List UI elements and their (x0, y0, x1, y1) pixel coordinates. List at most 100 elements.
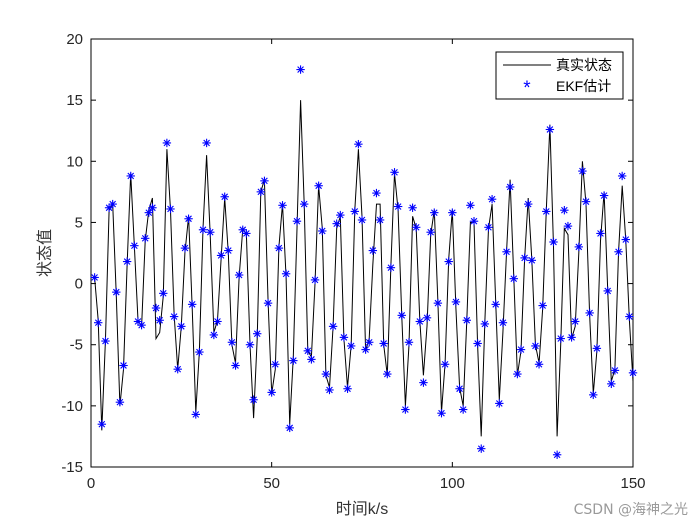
ekf-marker (386, 263, 396, 272)
ekf-marker (509, 274, 518, 283)
ekf-marker (303, 346, 312, 356)
ekf-marker (617, 171, 627, 181)
ekf-marker (375, 215, 385, 225)
ekf-marker (419, 378, 428, 387)
x-tick-label: 150 (620, 475, 645, 492)
ekf-marker (469, 217, 479, 226)
legend-label-true-state: 真实状态 (556, 57, 612, 73)
ekf-marker (274, 243, 284, 253)
ekf-marker (328, 322, 338, 331)
ekf-marker (448, 208, 457, 217)
ekf-marker (433, 298, 443, 308)
ekf-marker (372, 188, 381, 198)
ekf-marker (487, 194, 497, 204)
ekf-marker (137, 320, 146, 330)
ekf-marker (224, 246, 233, 255)
series-line-true-state (94, 100, 634, 437)
ekf-marker (426, 228, 435, 237)
ekf-marker (505, 182, 515, 192)
ekf-marker (354, 139, 363, 149)
ekf-marker (552, 450, 562, 459)
x-tick-label: 0 (87, 475, 95, 492)
ekf-marker (581, 197, 591, 206)
x-axis-label: 时间k/s (336, 500, 388, 518)
ekf-marker (412, 223, 421, 232)
ekf-marker (585, 308, 594, 318)
ekf-marker (473, 339, 482, 348)
ekf-marker (614, 247, 623, 256)
ekf-marker (383, 369, 392, 379)
ekf-marker (527, 256, 537, 265)
ekf-marker (166, 204, 175, 214)
ekf-marker (592, 344, 602, 353)
ekf-marker (603, 286, 612, 296)
ekf-marker (422, 313, 432, 323)
ekf-marker (162, 138, 172, 148)
ekf-marker (180, 243, 190, 253)
ekf-marker (625, 312, 634, 321)
ekf-marker (108, 199, 117, 209)
ekf-marker (191, 410, 200, 419)
ekf-marker (415, 317, 425, 326)
ekf-marker (159, 289, 168, 298)
ekf-marker (549, 237, 558, 247)
ekf-marker (574, 242, 583, 252)
ekf-marker (253, 329, 262, 338)
ekf-marker (325, 385, 334, 395)
ekf-marker (628, 368, 638, 378)
ekf-marker (310, 275, 320, 285)
ekf-marker (455, 384, 464, 393)
ekf-marker (187, 300, 197, 309)
ekf-marker (227, 338, 237, 347)
ekf-marker (578, 166, 587, 176)
ekf-marker (267, 388, 276, 397)
ekf-marker (289, 356, 298, 365)
ekf-marker (365, 338, 374, 347)
x-tick-label: 100 (440, 475, 465, 492)
ekf-marker (599, 191, 609, 200)
ekf-marker (202, 138, 211, 148)
ekf-marker (524, 199, 533, 209)
ekf-marker (292, 217, 302, 226)
ekf-marker (440, 360, 450, 369)
ekf-marker (560, 206, 569, 215)
ekf-marker (491, 300, 500, 309)
ekf-marker (397, 311, 406, 320)
ekf-marker (542, 207, 551, 216)
ekf-marker (343, 384, 352, 393)
plot-area (90, 38, 634, 468)
ekf-marker (477, 444, 486, 453)
ekf-marker (430, 208, 439, 217)
ekf-marker (112, 287, 121, 297)
ekf-marker (256, 187, 266, 197)
ekf-marker (437, 408, 446, 418)
ekf-marker (90, 273, 99, 282)
ekf-marker (607, 379, 616, 389)
watermark-text: CSDN @海神之光 (573, 502, 688, 518)
ekf-marker (321, 369, 331, 379)
ekf-marker (390, 168, 399, 177)
ekf-marker (393, 202, 403, 211)
ekf-marker (404, 338, 414, 347)
ekf-marker (314, 181, 323, 190)
ekf-marker (278, 201, 287, 210)
y-tick-label: 10 (66, 153, 83, 170)
ekf-marker (502, 247, 511, 256)
ekf-marker (513, 369, 522, 379)
y-tick-label: 20 (66, 31, 83, 48)
ekf-marker (299, 199, 309, 209)
ekf-marker (169, 312, 179, 321)
ekf-marker (206, 228, 215, 237)
ekf-marker (318, 226, 327, 236)
ekf-marker (195, 347, 204, 357)
ekf-marker (458, 405, 468, 414)
ekf-marker (209, 330, 219, 340)
y-tick-label: 15 (66, 92, 83, 109)
ekf-marker (401, 405, 410, 414)
axis-ticks: 0 50 100 150 -15 -10 -5 0 5 10 15 20 (61, 31, 645, 492)
ekf-marker (307, 355, 316, 364)
ekf-marker (122, 257, 132, 266)
ekf-marker (94, 318, 103, 327)
